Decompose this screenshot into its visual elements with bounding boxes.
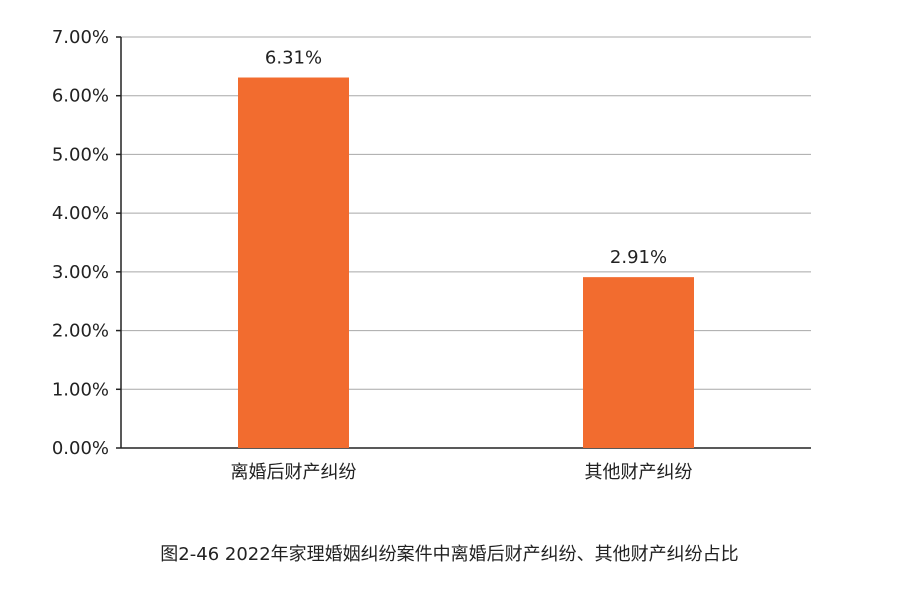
y-axis-ticks: 0.00% 1.00% 2.00% 3.00% 4.00% 5.00% 6.00% 7.00% — [52, 27, 121, 459]
category-label: 离婚后财产纠纷 — [231, 462, 357, 483]
figure-caption: 图2-46 2022年家理婚姻纠纷案件中离婚后财产纠纷、其他财产纠纷占比 — [160, 544, 739, 565]
data-label: 2.91% — [610, 247, 667, 268]
data-label: 6.31% — [265, 48, 322, 69]
category-label: 其他财产纠纷 — [585, 462, 693, 483]
y-tick-label: 0.00% — [52, 438, 109, 459]
bars — [238, 77, 694, 449]
y-tick-label: 1.00% — [52, 379, 109, 400]
y-tick-label: 7.00% — [52, 27, 109, 48]
y-tick-label: 3.00% — [52, 262, 109, 283]
bar-chart: 0.00% 1.00% 2.00% 3.00% 4.00% 5.00% 6.00% 7.00%… — [52, 27, 811, 483]
bar — [238, 77, 349, 449]
y-tick-label: 5.00% — [52, 144, 109, 165]
labels: 6.31% 离婚后财产纠纷 2.91% 其他财产纠纷 — [231, 48, 693, 483]
y-tick-label: 2.00% — [52, 321, 109, 342]
y-tick-label: 6.00% — [52, 86, 109, 107]
y-tick-label: 4.00% — [52, 203, 109, 224]
bar — [583, 277, 694, 448]
gridlines — [121, 36, 811, 390]
axes — [120, 37, 811, 449]
